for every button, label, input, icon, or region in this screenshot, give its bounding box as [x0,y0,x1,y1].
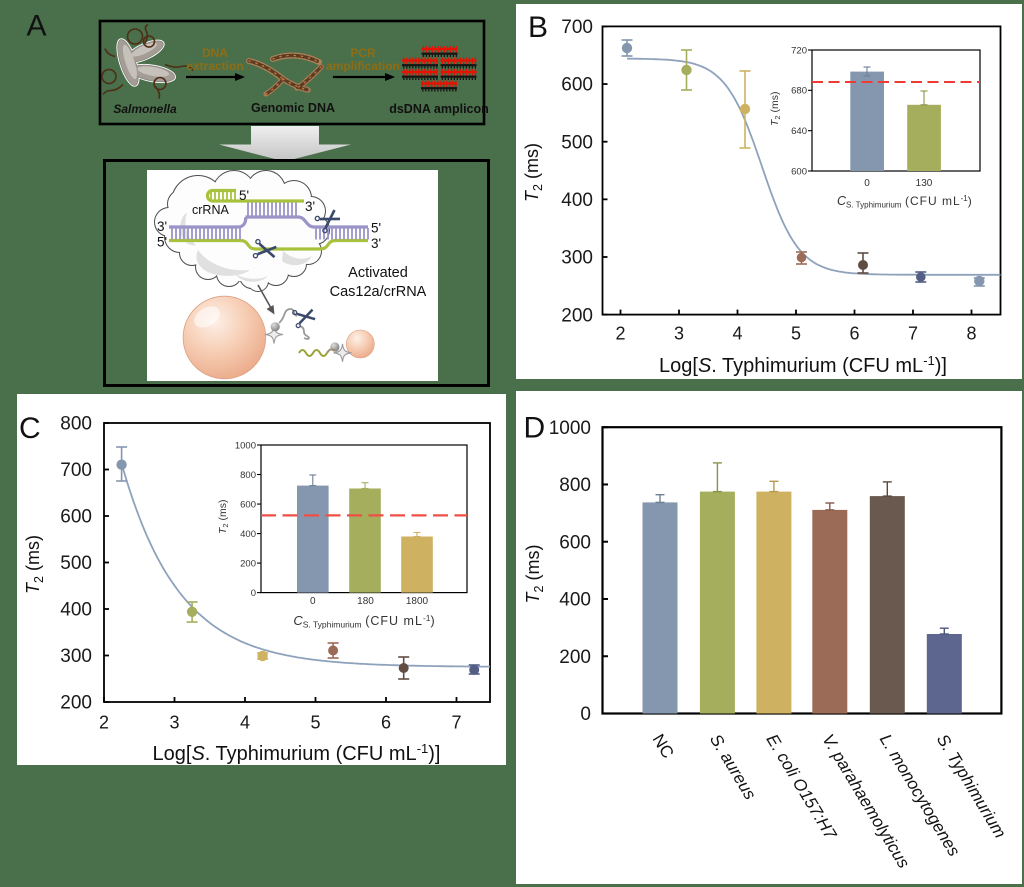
svg-text:2: 2 [615,324,625,344]
svg-text:180: 180 [357,596,374,607]
svg-text:CS. Typhimurium (CFU mL-1): CS. Typhimurium (CFU mL-1) [293,613,434,630]
svg-text:A: A [27,10,47,43]
svg-text:Log[S. Typhimurium (CFU mL-1)]: Log[S. Typhimurium (CFU mL-1)] [153,741,441,765]
svg-text:400: 400 [240,529,256,540]
svg-text:DNA: DNA [202,46,228,60]
svg-text:800: 800 [240,470,256,481]
svg-text:130: 130 [916,178,933,189]
svg-text:0: 0 [310,596,316,607]
svg-text:600: 600 [240,499,256,510]
svg-text:3': 3' [305,199,315,214]
svg-text:T2 (ms): T2 (ms) [522,143,545,202]
svg-text:T2 (ms): T2 (ms) [23,535,46,594]
svg-text:dsDNA amplicon: dsDNA amplicon [389,102,489,116]
svg-text:200: 200 [561,305,593,326]
svg-text:crRNA: crRNA [192,203,229,217]
svg-text:640: 640 [791,126,807,137]
svg-text:400: 400 [60,600,92,621]
svg-text:500: 500 [561,132,593,153]
svg-text:Salmonella: Salmonella [113,102,177,116]
svg-text:5: 5 [791,324,801,344]
svg-text:0: 0 [580,704,591,725]
svg-text:0: 0 [864,178,870,189]
svg-text:5': 5' [239,188,249,203]
svg-text:NC: NC [649,731,678,762]
svg-text:5': 5' [157,235,167,250]
svg-text:Log[S. Typhimurium (CFU mL-1)]: Log[S. Typhimurium (CFU mL-1)] [659,353,947,377]
svg-text:3: 3 [674,324,684,344]
svg-text:B: B [528,11,548,44]
svg-text:700: 700 [561,17,593,38]
svg-text:0: 0 [251,588,256,599]
svg-text:6: 6 [381,713,391,733]
svg-text:S. aureus: S. aureus [706,731,760,804]
svg-text:720: 720 [791,45,807,56]
svg-text:400: 400 [561,190,593,211]
svg-text:600: 600 [791,166,807,177]
svg-text:400: 400 [559,590,591,611]
svg-text:5: 5 [310,713,320,733]
svg-text:CS. Typhimurium (CFU mL-1): CS. Typhimurium (CFU mL-1) [837,194,972,210]
svg-text:Genomic DNA: Genomic DNA [251,101,335,115]
svg-text:T2 (ms): T2 (ms) [523,545,546,604]
svg-text:300: 300 [561,248,593,269]
svg-text:Activated: Activated [348,265,408,281]
svg-text:3': 3' [157,219,167,234]
svg-text:amplification: amplification [326,59,400,73]
svg-text:6: 6 [849,324,859,344]
svg-text:4: 4 [732,324,742,344]
svg-text:1000: 1000 [235,440,256,451]
svg-text:680: 680 [791,86,807,97]
svg-text:T2 (ms): T2 (ms) [217,499,230,534]
svg-text:200: 200 [559,647,591,668]
svg-text:1000: 1000 [549,418,591,439]
svg-text:200: 200 [60,693,92,714]
svg-text:800: 800 [60,414,92,435]
svg-text:4: 4 [240,713,250,733]
svg-text:T2 (ms): T2 (ms) [769,91,782,126]
svg-text:extraction: extraction [186,59,243,73]
svg-text:8: 8 [966,324,976,344]
svg-text:7: 7 [908,324,918,344]
svg-text:7: 7 [451,713,461,733]
svg-text:500: 500 [60,553,92,574]
svg-text:300: 300 [60,646,92,667]
svg-text:PCR: PCR [350,46,376,60]
svg-text:600: 600 [60,507,92,528]
svg-text:700: 700 [60,460,92,481]
svg-text:5': 5' [371,221,381,236]
svg-text:600: 600 [559,532,591,553]
svg-text:200: 200 [240,558,256,569]
svg-text:D: D [524,412,546,445]
svg-text:800: 800 [559,475,591,496]
svg-text:Cas12a/crRNA: Cas12a/crRNA [330,284,427,300]
svg-text:3: 3 [169,713,179,733]
svg-text:600: 600 [561,75,593,96]
svg-text:3': 3' [371,236,381,251]
svg-text:C: C [19,412,41,445]
svg-text:2: 2 [99,713,109,733]
svg-text:1800: 1800 [406,596,429,607]
